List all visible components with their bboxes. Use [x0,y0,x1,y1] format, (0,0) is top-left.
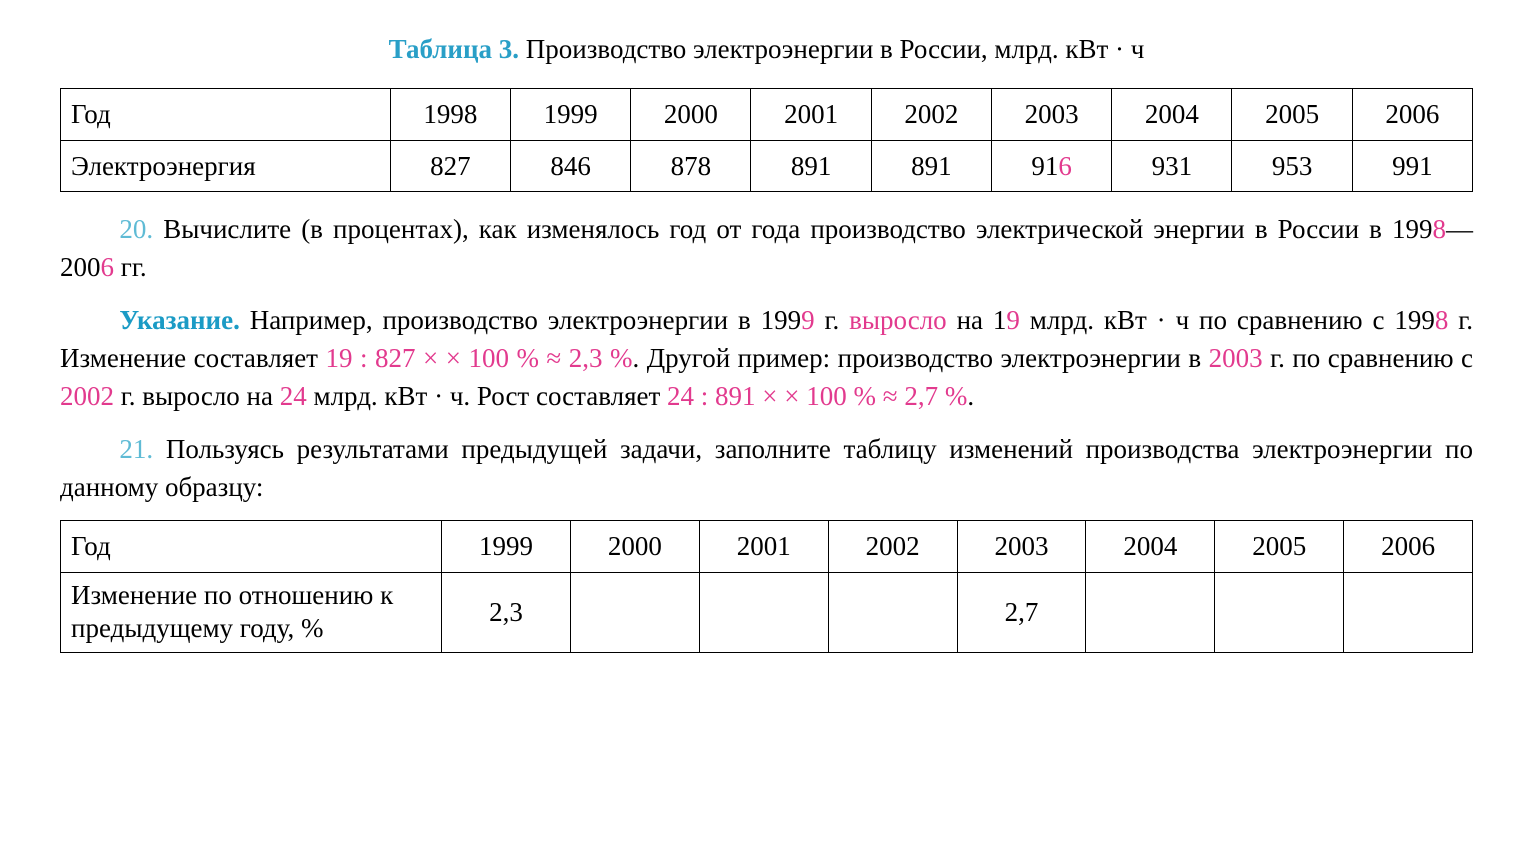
cell: 878 [631,140,751,191]
title-label: Таблица 3. [389,34,519,64]
table-row: Год 1998 1999 2000 2001 2002 2003 2004 2… [61,89,1473,140]
cell: 2000 [570,521,699,572]
table-row: Изменение по отношению к предыдущему год… [61,572,1473,653]
cell: 2006 [1344,521,1473,572]
table-row: Электроэнергия 827 846 878 891 891 916 9… [61,140,1473,191]
cell: 846 [510,140,630,191]
cell: 2003 [957,521,1086,572]
cell: 2005 [1232,89,1352,140]
cell: 891 [871,140,991,191]
row-header: Электроэнергия [61,140,391,191]
cell: 2002 [828,521,957,572]
hint-paragraph: Указание. Например, производство электро… [60,301,1473,416]
cell: 953 [1232,140,1352,191]
cell: 2,7 [957,572,1086,653]
cell: 2001 [751,89,871,140]
cell: 2001 [699,521,828,572]
cell [828,572,957,653]
cell: 1998 [390,89,510,140]
cell: 2004 [1086,521,1215,572]
row-header: Год [61,89,391,140]
table-title: Таблица 3. Производство электроэнергии в… [60,30,1473,68]
title-text: Производство электроэнергии в России, мл… [519,34,1144,64]
table-electricity: Год 1998 1999 2000 2001 2002 2003 2004 2… [60,88,1473,192]
cell: 2006 [1352,89,1472,140]
cell: 1999 [442,521,571,572]
hint-label: Указание. [119,305,239,335]
cell [570,572,699,653]
row-header: Изменение по отношению к предыдущему год… [61,572,442,653]
cell [1215,572,1344,653]
cell: 2005 [1215,521,1344,572]
cell: 2,3 [442,572,571,653]
cell: 1999 [510,89,630,140]
task-number: 21. [119,434,153,464]
cell [699,572,828,653]
cell: 891 [751,140,871,191]
cell: 2003 [991,89,1111,140]
cell: 827 [390,140,510,191]
cell: 2004 [1112,89,1232,140]
cell [1344,572,1473,653]
cell: 2000 [631,89,751,140]
task-21: 21. Пользуясь результатами предыдущей за… [60,430,1473,507]
cell: 916 [991,140,1111,191]
cell: 991 [1352,140,1472,191]
cell: 931 [1112,140,1232,191]
table-changes: Год 1999 2000 2001 2002 2003 2004 2005 2… [60,520,1473,653]
cell: 2002 [871,89,991,140]
cell [1086,572,1215,653]
task-number: 20. [119,214,153,244]
pink-digit: 6 [1058,151,1072,181]
row-header: Год [61,521,442,572]
table-row: Год 1999 2000 2001 2002 2003 2004 2005 2… [61,521,1473,572]
task-20: 20. Вычислите (в процентах), как изменял… [60,210,1473,287]
